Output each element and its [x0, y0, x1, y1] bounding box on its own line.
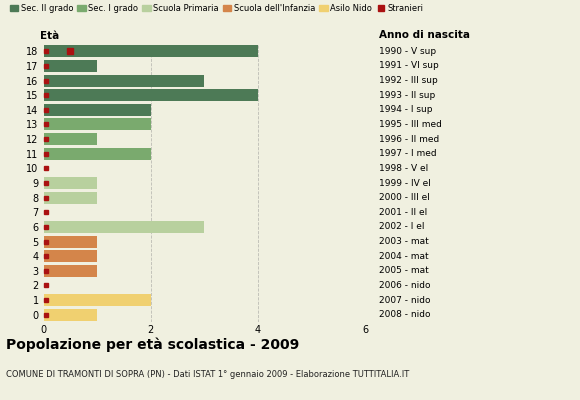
Bar	[44, 45, 258, 57]
Bar	[44, 74, 204, 86]
Text: Popolazione per età scolastica - 2009: Popolazione per età scolastica - 2009	[6, 338, 299, 352]
Bar	[44, 89, 258, 101]
Bar	[44, 192, 97, 204]
Text: 2007 - nido: 2007 - nido	[379, 296, 430, 304]
Text: 1998 - V el: 1998 - V el	[379, 164, 428, 173]
Text: 1995 - III med: 1995 - III med	[379, 120, 441, 129]
Text: 2003 - mat: 2003 - mat	[379, 237, 429, 246]
Bar	[44, 294, 151, 306]
Text: Anno di nascita: Anno di nascita	[379, 30, 470, 40]
Text: 2008 - nido: 2008 - nido	[379, 310, 430, 319]
Text: 1997 - I med: 1997 - I med	[379, 149, 436, 158]
Text: 2000 - III el: 2000 - III el	[379, 193, 429, 202]
Text: 1994 - I sup: 1994 - I sup	[379, 105, 432, 114]
Legend: Sec. II grado, Sec. I grado, Scuola Primaria, Scuola dell'Infanzia, Asilo Nido, : Sec. II grado, Sec. I grado, Scuola Prim…	[10, 4, 423, 13]
Text: 1991 - VI sup: 1991 - VI sup	[379, 62, 438, 70]
Text: 2001 - II el: 2001 - II el	[379, 208, 427, 217]
Text: Età: Età	[40, 31, 60, 41]
Bar	[44, 118, 151, 130]
Bar	[44, 148, 151, 160]
Text: 2005 - mat: 2005 - mat	[379, 266, 429, 275]
Text: 1996 - II med: 1996 - II med	[379, 135, 439, 144]
Bar	[44, 60, 97, 72]
Text: COMUNE DI TRAMONTI DI SOPRA (PN) - Dati ISTAT 1° gennaio 2009 - Elaborazione TUT: COMUNE DI TRAMONTI DI SOPRA (PN) - Dati …	[6, 370, 409, 379]
Bar	[44, 221, 204, 233]
Text: 2006 - nido: 2006 - nido	[379, 281, 430, 290]
Bar	[44, 236, 97, 248]
Text: 1992 - III sup: 1992 - III sup	[379, 76, 437, 85]
Bar	[44, 265, 97, 277]
Bar	[44, 250, 97, 262]
Bar	[44, 104, 151, 116]
Text: 2002 - I el: 2002 - I el	[379, 222, 424, 231]
Bar	[44, 309, 97, 321]
Text: 1999 - IV el: 1999 - IV el	[379, 178, 430, 188]
Text: 1993 - II sup: 1993 - II sup	[379, 91, 435, 100]
Bar	[44, 133, 97, 145]
Text: 1990 - V sup: 1990 - V sup	[379, 47, 436, 56]
Text: 2004 - mat: 2004 - mat	[379, 252, 428, 261]
Bar	[44, 177, 97, 189]
